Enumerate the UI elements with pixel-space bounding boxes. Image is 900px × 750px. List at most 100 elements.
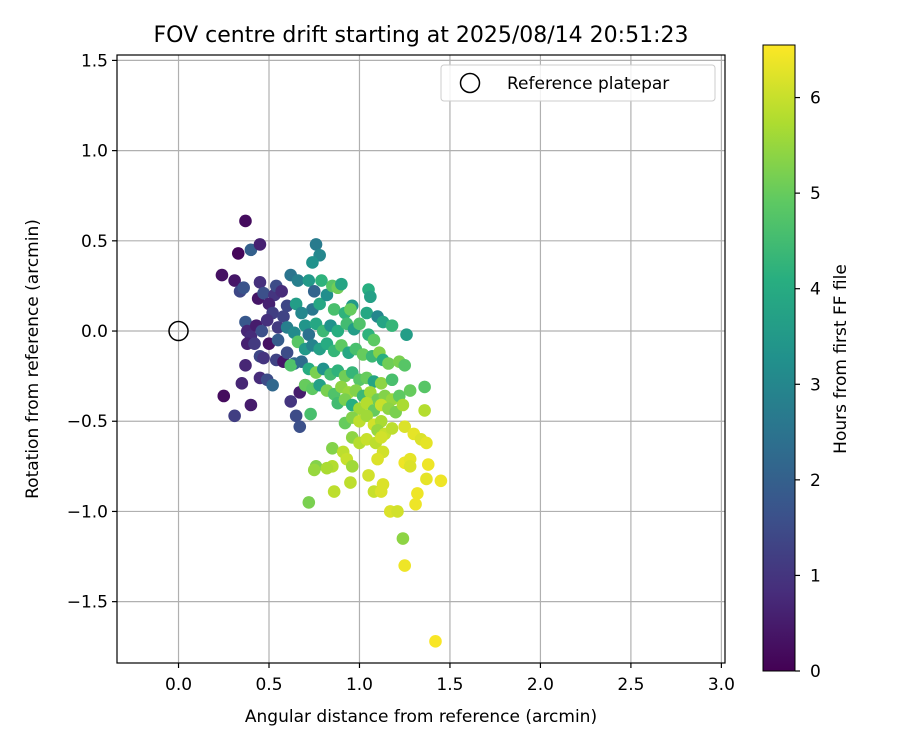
data-point xyxy=(327,485,341,498)
x-tick-label: 1.0 xyxy=(346,675,373,695)
data-point xyxy=(353,317,366,331)
y-tick-label: −1.0 xyxy=(67,502,108,522)
data-point xyxy=(253,276,267,289)
colorbar-tick-label: 5 xyxy=(810,184,821,204)
data-point xyxy=(284,359,298,372)
colorbar: 0 1 2 3 4 5 6 Hours from first FF file xyxy=(762,44,851,682)
data-point xyxy=(382,357,395,370)
x-tick-label: 2.5 xyxy=(617,675,644,695)
data-point xyxy=(385,319,399,332)
data-point xyxy=(344,303,357,316)
data-point xyxy=(291,274,305,287)
colorbar-label: Hours from first FF file xyxy=(831,264,851,454)
data-point xyxy=(307,285,321,298)
data-point xyxy=(307,463,321,477)
data-point xyxy=(326,442,339,455)
x-tick-label: 1.5 xyxy=(436,675,463,695)
data-point xyxy=(396,532,410,545)
y-axis-label: Rotation from reference (arcmin) xyxy=(23,219,43,499)
data-point xyxy=(396,398,410,412)
data-point xyxy=(362,469,375,482)
data-point xyxy=(231,247,245,260)
data-point xyxy=(271,321,285,334)
data-point xyxy=(275,285,288,298)
data-point xyxy=(244,398,258,412)
data-point xyxy=(266,378,279,392)
data-point xyxy=(345,460,359,473)
data-point xyxy=(371,452,384,466)
data-point xyxy=(277,310,290,323)
y-tick-label: −0.5 xyxy=(67,412,108,432)
colorbar-tick-label: 6 xyxy=(810,89,821,109)
data-point xyxy=(313,297,326,311)
data-point xyxy=(374,485,388,498)
data-point xyxy=(331,324,345,338)
data-point xyxy=(398,420,412,433)
legend: Reference platepar xyxy=(440,64,716,102)
colorbar-tick-label: 2 xyxy=(810,471,821,491)
data-point xyxy=(271,333,285,347)
data-point xyxy=(235,377,249,390)
x-tick-label: 3.0 xyxy=(708,675,735,695)
data-point xyxy=(391,505,404,518)
data-point xyxy=(409,497,422,511)
colorbar-tick-label: 4 xyxy=(810,280,821,300)
data-point xyxy=(374,377,388,390)
data-point xyxy=(420,472,433,486)
data-point xyxy=(244,243,258,257)
data-point xyxy=(420,436,433,450)
data-point xyxy=(239,359,252,372)
data-point xyxy=(239,214,252,228)
colorbar-tick-label: 3 xyxy=(810,375,821,395)
y-tick-label: 1.5 xyxy=(81,51,108,71)
data-point xyxy=(360,306,374,320)
data-point xyxy=(385,373,399,387)
colorbar-tick-label: 1 xyxy=(810,566,821,586)
data-point xyxy=(309,238,323,251)
data-point xyxy=(215,268,229,282)
data-point xyxy=(228,409,241,423)
data-point xyxy=(302,328,316,341)
data-point xyxy=(421,458,435,471)
data-points xyxy=(215,214,448,648)
data-point xyxy=(398,359,412,372)
data-point xyxy=(320,461,334,475)
data-point xyxy=(217,389,231,403)
data-point xyxy=(418,404,431,417)
colorbar-ticks: 0 1 2 3 4 5 6 xyxy=(795,89,821,682)
y-tick-label: 1.0 xyxy=(81,142,108,162)
colorbar-gradient xyxy=(762,44,796,672)
data-point xyxy=(403,460,417,473)
x-tick-label: 2.0 xyxy=(527,675,554,695)
data-point xyxy=(302,496,316,509)
data-point xyxy=(385,422,399,435)
chart-title: FOV centre drift starting at 2025/08/14 … xyxy=(154,23,689,48)
data-point xyxy=(403,384,417,397)
data-point xyxy=(360,409,374,423)
data-point xyxy=(398,559,412,572)
data-point xyxy=(344,476,357,489)
legend-open-circle-icon xyxy=(459,72,481,94)
x-tick-label: 0.0 xyxy=(165,675,192,695)
data-point xyxy=(429,635,442,648)
colorbar-tick-label: 0 xyxy=(810,662,821,682)
data-point xyxy=(400,328,413,341)
data-point xyxy=(280,346,294,359)
data-point xyxy=(327,303,341,316)
data-point xyxy=(418,380,431,394)
reference-platepar-point xyxy=(168,320,189,342)
y-tick-label: −1.5 xyxy=(67,593,108,613)
data-point xyxy=(434,474,448,488)
legend-entry-label: Reference platepar xyxy=(507,74,669,94)
data-point xyxy=(253,238,267,251)
data-point xyxy=(257,286,270,300)
data-point xyxy=(304,407,317,421)
data-point xyxy=(302,274,316,287)
data-point xyxy=(364,290,377,304)
data-point xyxy=(411,487,424,500)
data-point xyxy=(257,351,270,365)
y-axis-ticks: −1.5 −1.0 −0.5 0.0 0.5 1.0 1.5 xyxy=(67,51,117,613)
data-point xyxy=(315,274,328,287)
plot-frame xyxy=(116,54,726,664)
